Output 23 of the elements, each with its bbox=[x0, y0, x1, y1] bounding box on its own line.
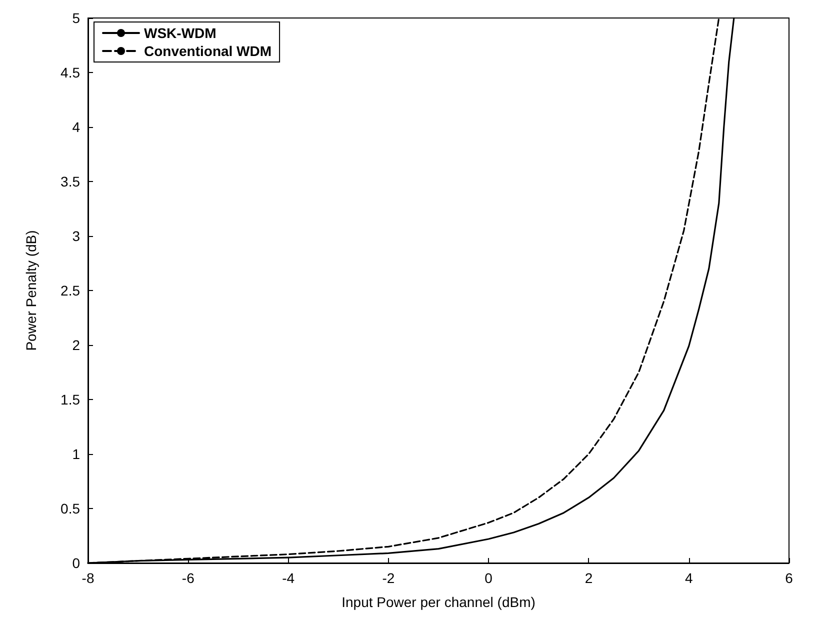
y-tick-label: 4 bbox=[72, 119, 80, 135]
y-tick-label: 3.5 bbox=[60, 174, 80, 190]
x-tick-label: 0 bbox=[484, 570, 493, 586]
x-tick-label: -4 bbox=[282, 570, 295, 586]
y-tick-label: 2 bbox=[72, 337, 80, 353]
y-tick-label: 0 bbox=[72, 555, 80, 571]
y-tick-label: 0.5 bbox=[60, 500, 80, 516]
y-axis-title: Power Penalty (dB) bbox=[23, 230, 39, 351]
y-tick-label: 4.5 bbox=[60, 64, 80, 80]
legend-label: WSK-WDM bbox=[144, 25, 216, 41]
y-tick-label: 5 bbox=[72, 10, 80, 26]
x-axis-title: Input Power per channel (dBm) bbox=[342, 594, 536, 610]
y-tick-label: 1 bbox=[72, 446, 80, 462]
y-tick-label: 2.5 bbox=[60, 282, 80, 298]
y-tick-label: 3 bbox=[72, 228, 80, 244]
x-tick-label: 2 bbox=[584, 570, 593, 586]
x-tick-label: -2 bbox=[382, 570, 395, 586]
x-tick-label: 4 bbox=[684, 570, 693, 586]
y-tick-label: 1.5 bbox=[60, 392, 80, 408]
x-tick-label: -6 bbox=[182, 570, 195, 586]
legend-label: Conventional WDM bbox=[144, 43, 272, 59]
x-tick-label: 6 bbox=[785, 570, 794, 586]
x-tick-label: -8 bbox=[82, 570, 94, 586]
